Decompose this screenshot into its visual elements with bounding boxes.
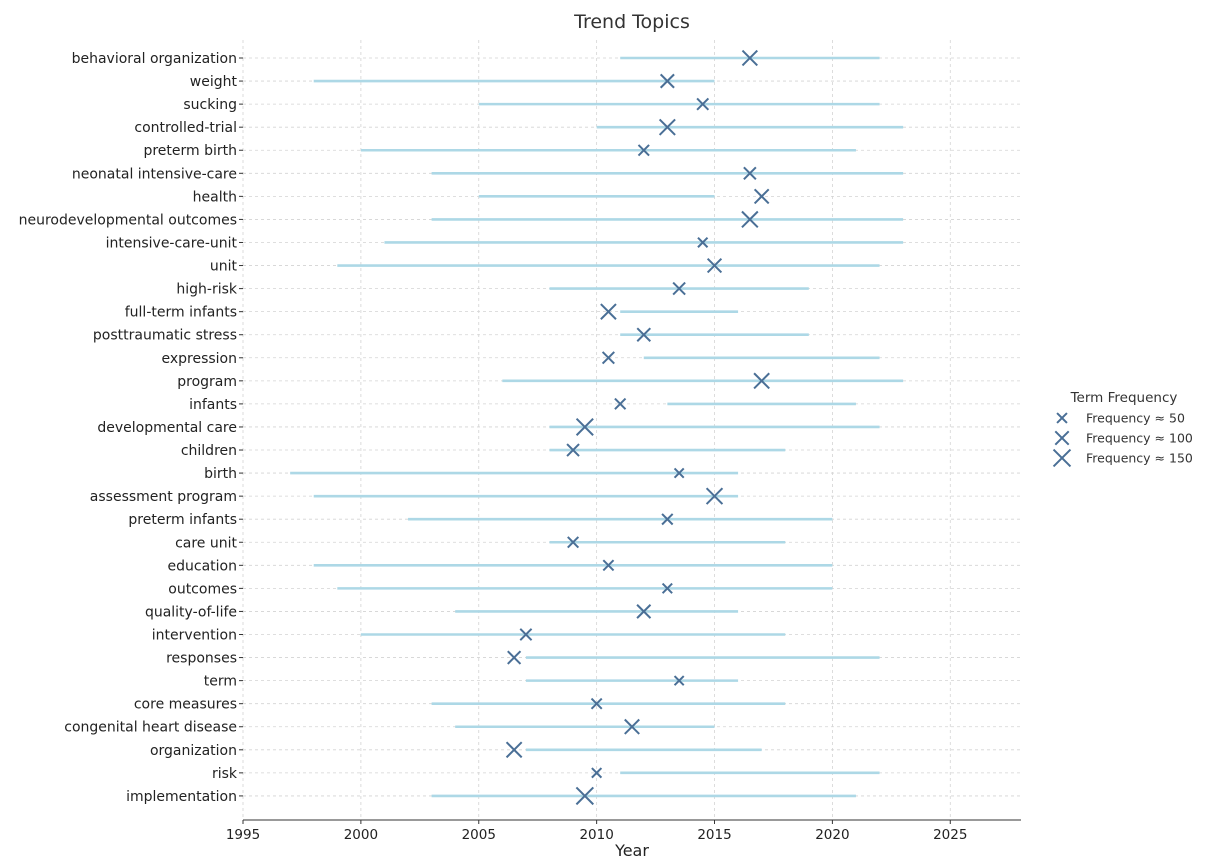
legend-title: Term Frequency [1070, 390, 1178, 406]
peak-marker-health [753, 188, 770, 205]
peak-marker-preterm-infants [661, 513, 674, 526]
topic-label-outcomes: outcomes [168, 581, 237, 597]
topic-label-preterm-birth: preterm birth [143, 143, 237, 159]
topic-label-care-unit: care unit [175, 535, 237, 551]
peak-marker-assessment-program [705, 487, 724, 505]
legend: Term Frequency Frequency ≈ 50 Frequency ≈… [1052, 390, 1193, 468]
peak-marker-risk [591, 767, 603, 779]
peak-marker-implementation [575, 786, 595, 806]
peak-marker-developmental-care [575, 417, 594, 436]
topic-label-intervention: intervention [152, 628, 237, 644]
topic-label-birth: birth [204, 466, 237, 482]
topic-label-full-term-infants: full-term infants [125, 305, 237, 321]
peak-marker-high-risk [672, 281, 686, 296]
peak-marker-unit [706, 257, 723, 274]
legend-label-100: Frequency ≈ 100 [1086, 431, 1193, 446]
topic-label-congenital-heart-disease: congenital heart disease [64, 720, 237, 736]
legend-marker-50 [1056, 412, 1068, 424]
legend-label-150: Frequency ≈ 150 [1086, 451, 1193, 466]
peak-marker-quality-of-life [636, 604, 652, 619]
peak-marker-preterm-birth [637, 144, 650, 157]
range-lines [290, 56, 904, 798]
topic-label-sucking: sucking [183, 97, 237, 113]
peak-marker-intensive-care-unit [697, 236, 709, 248]
topic-label-neonatal-intensive-care: neonatal intensive-care [72, 166, 237, 182]
topic-label-quality-of-life: quality-of-life [145, 604, 237, 620]
x-tick-label-2000: 2000 [344, 827, 378, 843]
peak-marker-posttraumatic-stress [636, 327, 652, 342]
topic-labels: behavioral organization weight sucking cont… [19, 51, 238, 805]
topic-label-health: health [193, 189, 237, 205]
x-axis-title: Year [614, 841, 649, 857]
peak-marker-children [566, 443, 580, 457]
topic-label-children: children [181, 443, 237, 459]
peak-marker-organization [505, 741, 523, 759]
peak-marker-weight [659, 73, 675, 89]
legend-marker-100 [1054, 430, 1070, 446]
topic-label-weight: weight [190, 74, 238, 90]
x-tick-label-2020: 2020 [815, 827, 849, 843]
topic-label-responses: responses [166, 651, 237, 667]
topic-label-infants: infants [189, 397, 237, 413]
peak-marker-care-unit [567, 536, 580, 549]
x-tick-label-2015: 2015 [697, 827, 731, 843]
topic-label-intensive-care-unit: intensive-care-unit [106, 235, 238, 251]
topic-label-expression: expression [161, 351, 237, 367]
topic-label-preterm-infants: preterm infants [128, 512, 237, 528]
x-axis: 1995 2000 2005 2010 2015 2020 2025 [226, 57, 1021, 843]
peak-marker-term [673, 675, 685, 686]
peak-marker-neurodevelopmental-outcomes [741, 210, 759, 229]
peak-marker-education [602, 559, 615, 572]
x-tick-label-1995: 1995 [226, 827, 260, 843]
peak-marker-program [753, 372, 770, 390]
peak-marker-responses [507, 650, 522, 665]
peak-marker-expression [601, 351, 615, 365]
peak-marker-outcomes [661, 582, 673, 594]
topic-label-high-risk: high-risk [176, 282, 238, 298]
peak-marker-congenital-heart-disease [624, 718, 640, 735]
topic-label-term: term [204, 674, 237, 690]
grid-layer [242, 40, 1021, 820]
topic-label-program: program [177, 374, 237, 390]
peak-marker-full-term-infants [600, 303, 617, 320]
legend-label-50: Frequency ≈ 50 [1086, 411, 1185, 426]
peak-marker-intervention [519, 628, 533, 641]
topic-label-assessment-program: assessment program [90, 489, 237, 505]
topic-label-risk: risk [212, 766, 238, 782]
peak-marker-behavioral-organization [741, 49, 758, 67]
topic-label-behavioral-organization: behavioral organization [72, 51, 237, 67]
legend-marker-150 [1052, 448, 1072, 468]
peak-marker-core-measures [590, 697, 603, 710]
topic-label-posttraumatic-stress: posttraumatic stress [93, 328, 237, 344]
peak-markers [505, 49, 770, 806]
topic-label-controlled-trial: controlled-trial [134, 120, 237, 136]
x-tick-label-2025: 2025 [933, 827, 967, 843]
chart-title: Trend Topics [573, 11, 690, 33]
topic-label-implementation: implementation [126, 789, 237, 805]
peak-marker-controlled-trial [658, 118, 676, 136]
topic-label-organization: organization [150, 743, 237, 759]
topic-label-education: education [168, 558, 237, 574]
topic-label-core-measures: core measures [134, 697, 237, 713]
peak-marker-infants [614, 397, 627, 410]
topic-label-neurodevelopmental-outcomes: neurodevelopmental outcomes [19, 212, 237, 228]
x-tick-label-2010: 2010 [579, 827, 613, 843]
topic-label-developmental-care: developmental care [97, 420, 237, 436]
topic-label-unit: unit [210, 259, 238, 275]
peak-marker-sucking [696, 97, 710, 111]
x-tick-label-2005: 2005 [462, 827, 496, 843]
peak-marker-birth [673, 467, 685, 479]
peak-marker-neonatal-intensive-care [743, 166, 757, 181]
